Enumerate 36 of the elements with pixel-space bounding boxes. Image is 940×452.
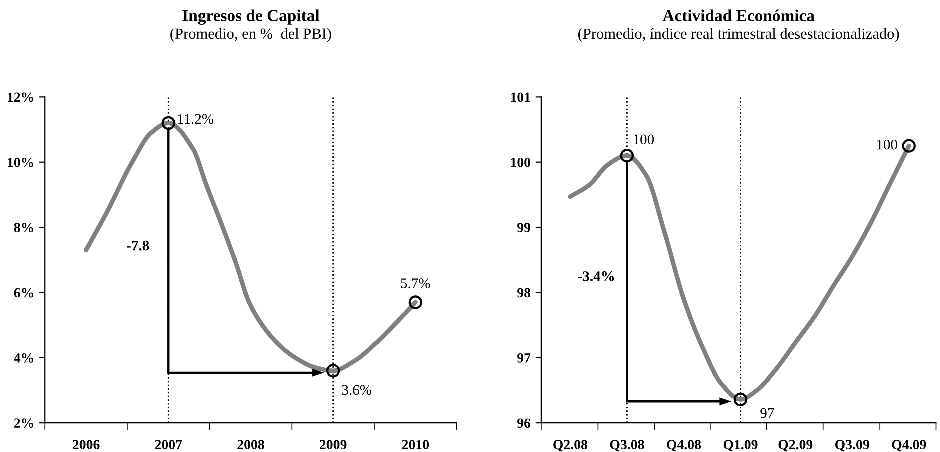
y-tick-label: 96	[518, 418, 531, 428]
x-tick-label: Q3.08	[610, 440, 644, 452]
y-tick-label: 8%	[14, 223, 34, 233]
y-tick-label: 97	[518, 354, 531, 363]
annotation: 5.7%	[401, 278, 430, 288]
y-tick-label: 6%	[14, 288, 34, 298]
x-tick-label: 2010	[402, 440, 430, 450]
annotation: -3.4%	[578, 272, 614, 282]
annotation: -7.8	[127, 240, 150, 251]
x-tick-label: Q4.09	[892, 440, 926, 452]
x-tick-label: Q2.09	[778, 440, 813, 452]
x-tick-label: Q3.09	[835, 440, 870, 452]
chart-subtitle: (Promedio, en % del PBI)	[170, 28, 332, 42]
chart-subtitle: (Promedio, índice real trimestral desestacionalizado)	[578, 28, 900, 42]
y-tick-label: 100	[511, 158, 530, 168]
y-tick-label: 98	[518, 288, 531, 298]
y-tick-label: 2%	[14, 418, 34, 428]
x-tick-label: 2009	[320, 440, 347, 450]
annotation: 11.2%	[178, 114, 214, 124]
x-tick-label: Q1.09	[724, 440, 758, 452]
y-tick-label: 12%	[8, 92, 34, 102]
y-tick-label: 101	[511, 92, 530, 102]
x-tick-label: 2008	[238, 440, 264, 450]
y-tick-label: 4%	[14, 353, 34, 363]
x-tick-label: 2006	[72, 440, 100, 450]
y-tick-label: 10%	[8, 158, 34, 168]
chart-title: Ingresos de Capital	[182, 10, 320, 25]
y-tick-label: 99	[518, 223, 531, 232]
annotation: 3.6%	[342, 385, 372, 396]
x-tick-label: Q2.08	[554, 440, 588, 452]
chart-title: Actividad Económica	[662, 10, 815, 22]
annotation: 97	[760, 408, 774, 418]
x-tick-label: 2007	[155, 440, 182, 450]
annotation: 100	[634, 134, 654, 145]
annotation: 100	[877, 140, 898, 150]
x-tick-label: Q4.08	[667, 440, 702, 452]
